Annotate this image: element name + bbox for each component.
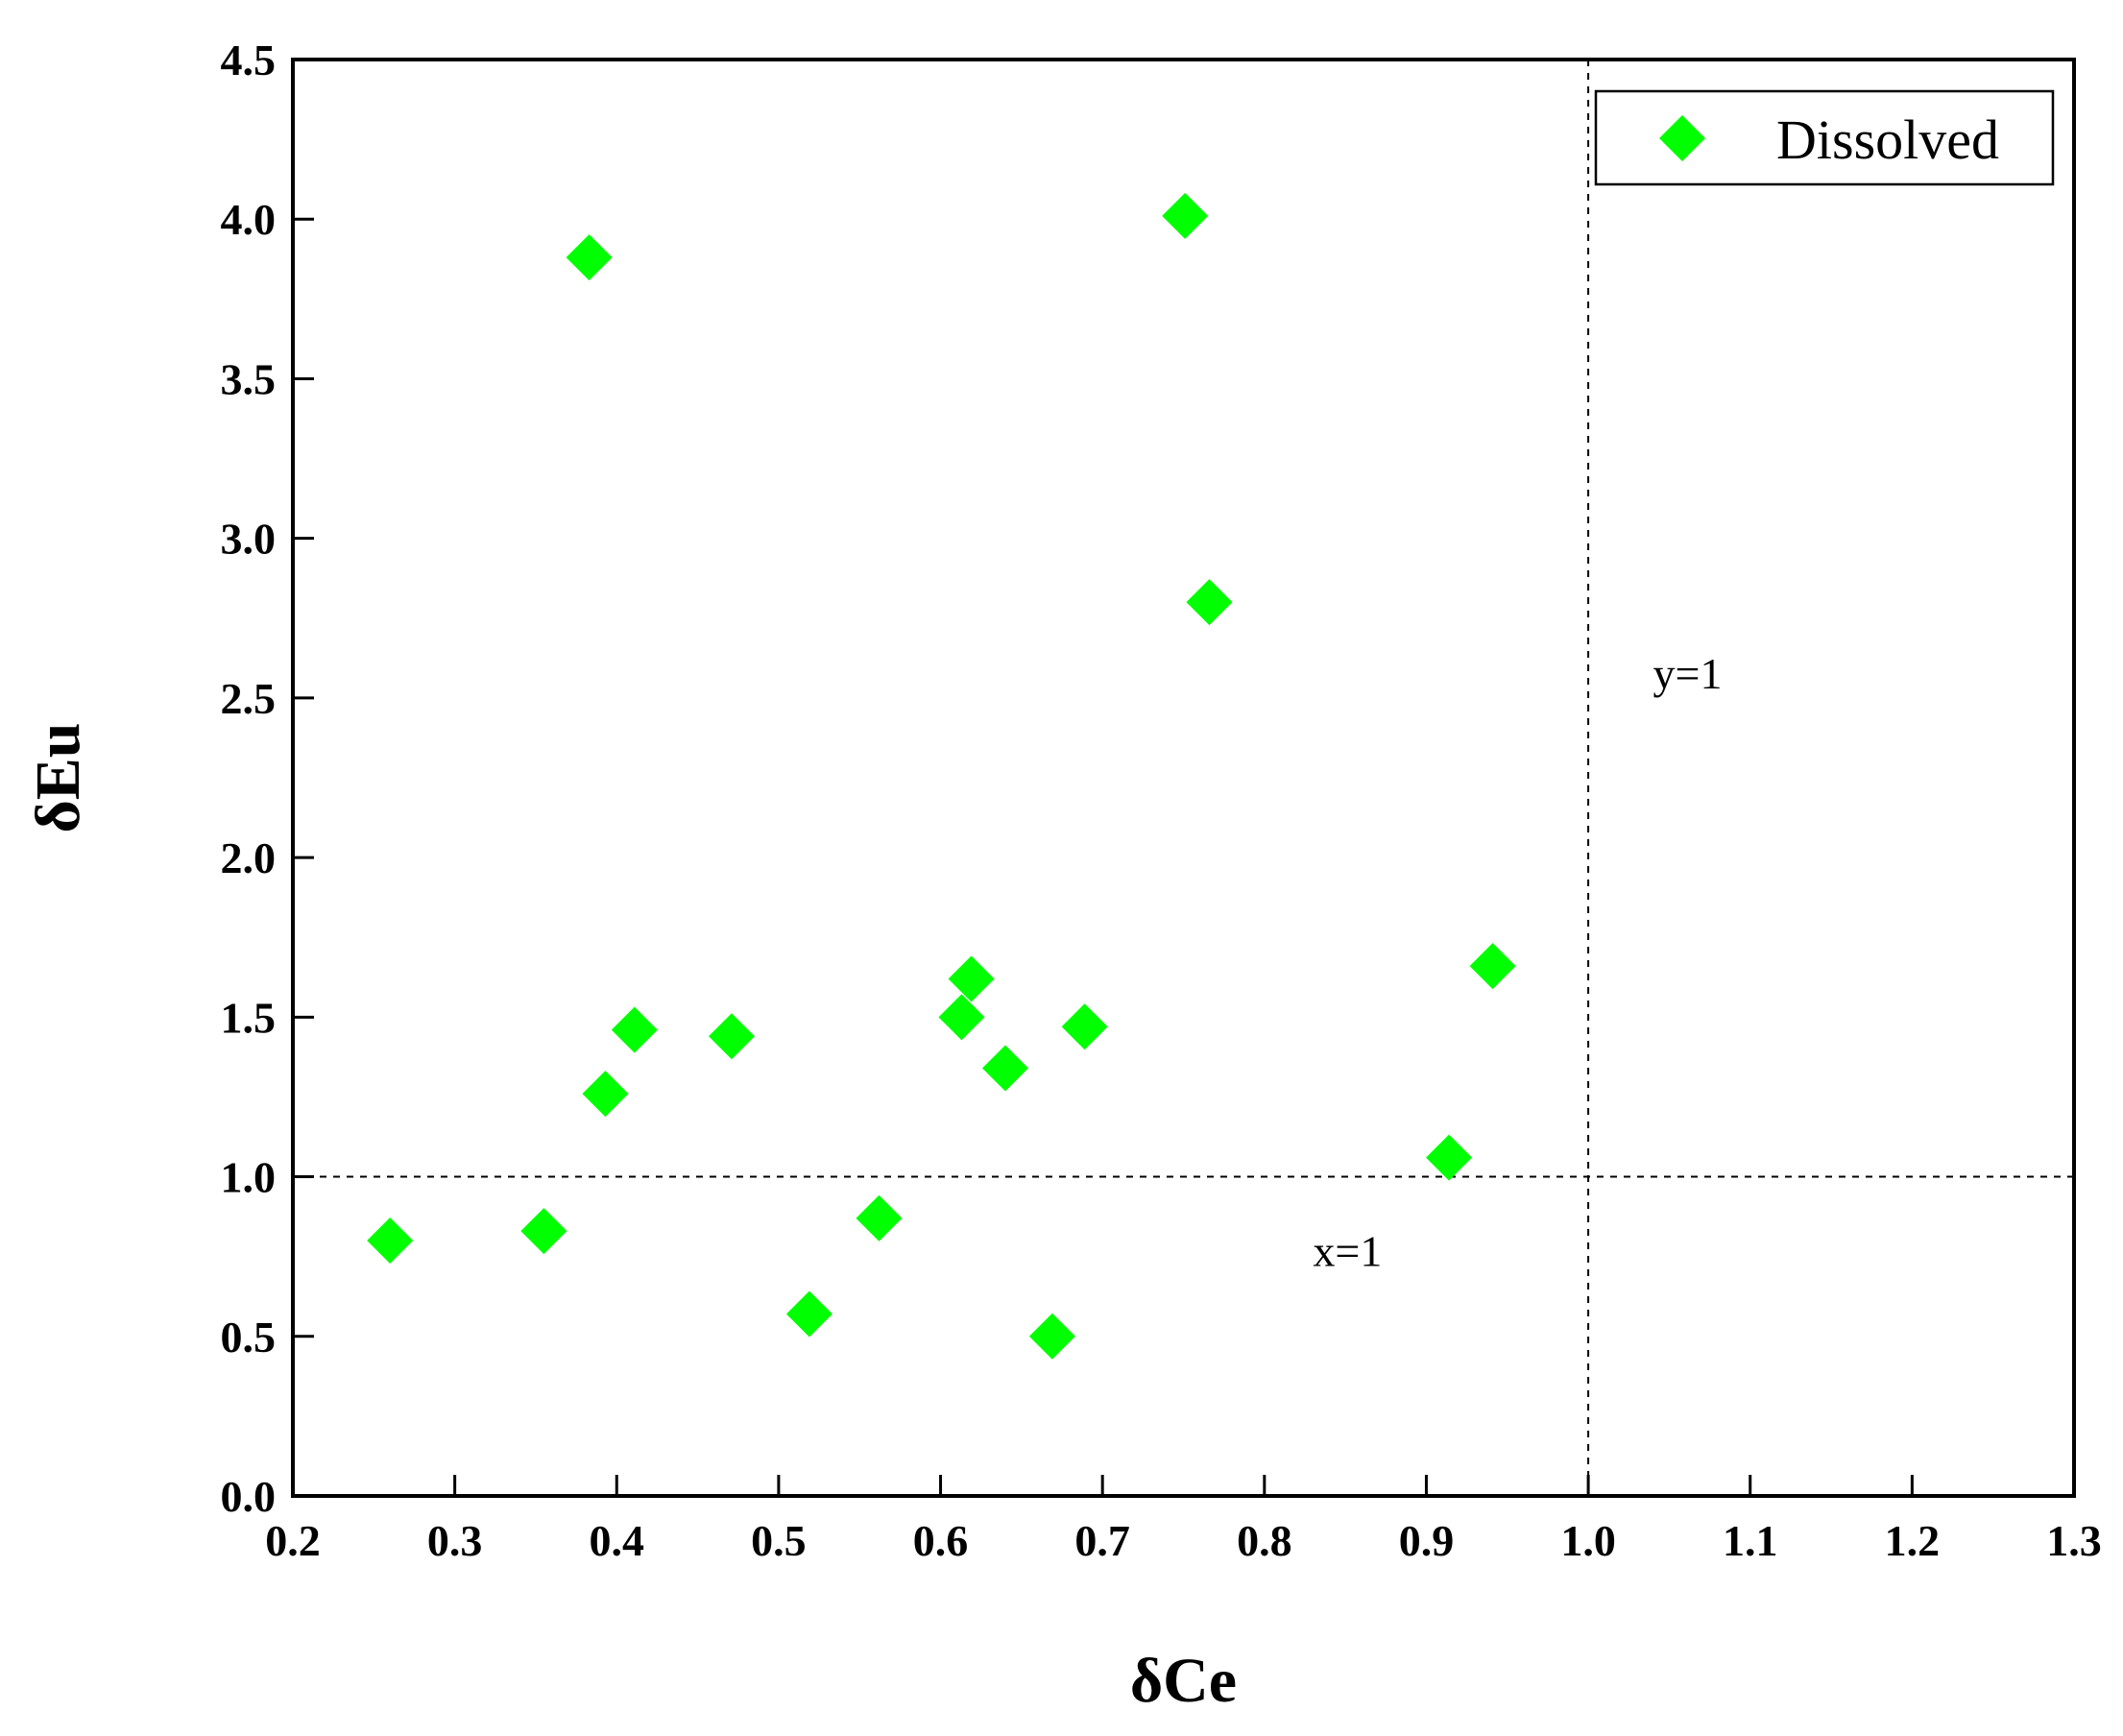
data-point: [1028, 1313, 1075, 1360]
x-tick-label: 0.6: [913, 1516, 969, 1565]
y-tick-label: 0.0: [221, 1472, 277, 1521]
data-point: [982, 1045, 1028, 1092]
legend-marker-diamond: [1659, 115, 1705, 161]
data-point: [856, 1194, 903, 1242]
data-point: [367, 1218, 414, 1265]
x-tick-label: 1.0: [1560, 1516, 1616, 1565]
annotation-label: x=1: [1313, 1227, 1382, 1276]
annotations: x=1 y=1: [1313, 649, 1722, 1276]
x-tick-label: 1.3: [2046, 1516, 2102, 1565]
x-tick-label: 1.1: [1723, 1516, 1778, 1565]
plot-frame: [291, 58, 2076, 1498]
data-point: [1061, 1003, 1108, 1050]
data-point: [1186, 579, 1233, 626]
x-axis-title: δCe: [1130, 1646, 1237, 1716]
y-tick-label: 4.5: [221, 36, 277, 84]
x-tick-label: 0.4: [590, 1516, 645, 1565]
legend-label: Dissolved: [1776, 108, 1999, 171]
data-points: [367, 192, 1516, 1360]
x-tick-label: 0.3: [427, 1516, 483, 1565]
annotation-label: y=1: [1653, 649, 1723, 698]
x-axis-ticks: 0.2 0.3 0.4 0.5 0.6 0.7 0.8 0.9 1.0 1.1 1.2 1.3: [265, 1475, 2102, 1565]
x-tick-label: 0.5: [751, 1516, 807, 1565]
data-point: [948, 955, 995, 1002]
y-tick-label: 3.5: [221, 354, 277, 403]
data-point: [520, 1208, 567, 1255]
data-point: [1469, 943, 1516, 990]
y-tick-label: 1.0: [221, 1153, 277, 1202]
x-tick-label: 0.8: [1237, 1516, 1292, 1565]
data-point: [1426, 1134, 1473, 1181]
data-point: [566, 234, 613, 281]
y-tick-label: 2.5: [221, 674, 277, 723]
y-axis-ticks: 0.0 0.5 1.0 1.5 2.0 2.5 3.0 3.5 4.0 4.5: [221, 36, 314, 1521]
data-point: [1162, 192, 1209, 239]
x-tick-label: 1.2: [1885, 1516, 1941, 1565]
legend: Dissolved: [1594, 89, 2055, 186]
y-tick-label: 3.0: [221, 515, 277, 564]
reference-lines: [293, 60, 2074, 1496]
y-tick-label: 4.0: [221, 195, 277, 244]
x-tick-label: 0.2: [265, 1516, 321, 1565]
data-point: [582, 1071, 629, 1118]
x-tick-label: 0.9: [1399, 1516, 1455, 1565]
data-point: [785, 1290, 832, 1338]
y-axis-title: δEu: [23, 723, 93, 833]
data-point: [938, 994, 985, 1041]
y-tick-label: 2.0: [221, 833, 277, 882]
data-point: [611, 1006, 658, 1053]
x-tick-label: 0.7: [1074, 1516, 1130, 1565]
y-tick-label: 1.5: [221, 993, 277, 1042]
y-tick-label: 0.5: [221, 1313, 277, 1362]
data-point: [709, 1013, 756, 1060]
